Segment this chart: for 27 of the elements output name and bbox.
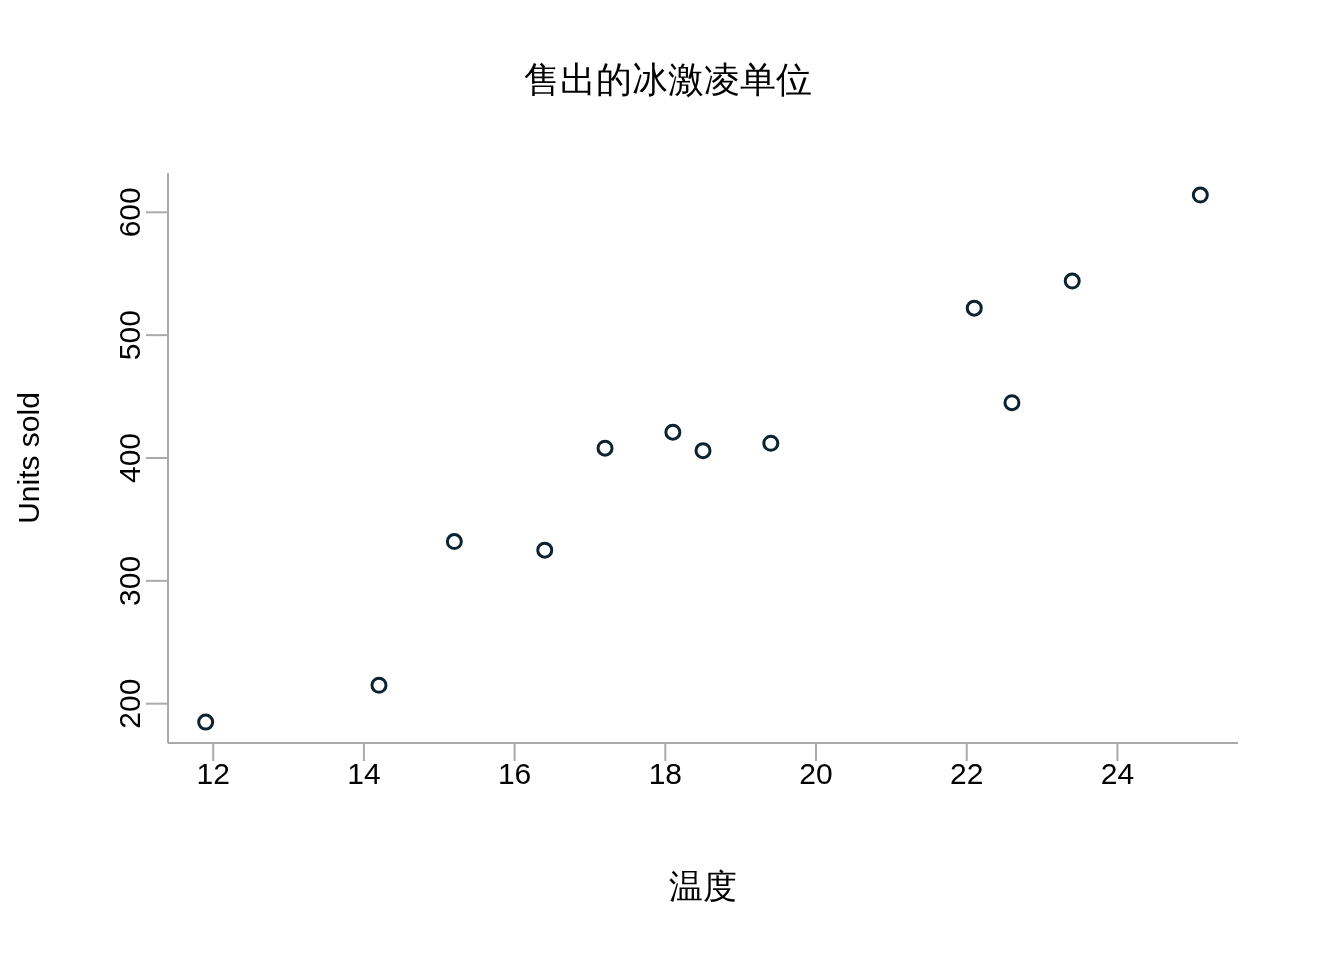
y-tick-label: 500 <box>113 310 146 361</box>
point <box>965 299 983 317</box>
y-axis-title: Units sold <box>11 392 45 524</box>
x-tick-label: 22 <box>950 757 984 791</box>
point <box>762 434 780 452</box>
point <box>536 541 554 559</box>
x-axis-title: 温度 <box>669 868 737 905</box>
x-tick-label: 12 <box>196 757 230 791</box>
x-tick-label: 16 <box>497 757 532 791</box>
y-tick-label: 600 <box>113 187 146 238</box>
x-tick-label: 14 <box>347 757 381 791</box>
x-tick-label: 20 <box>799 757 833 791</box>
point <box>1063 272 1081 290</box>
x-tick-label: 18 <box>648 757 683 791</box>
point <box>694 442 712 460</box>
point <box>197 713 215 731</box>
y-tick-label: 400 <box>113 432 146 484</box>
point <box>445 533 463 551</box>
point <box>1191 186 1209 204</box>
y-tick-label: 300 <box>113 555 146 606</box>
point <box>370 676 388 694</box>
point <box>596 439 614 457</box>
point <box>664 423 682 441</box>
chart-title: 售出的冰激凌单位 <box>523 59 813 102</box>
point <box>1003 394 1021 412</box>
y-tick-label: 200 <box>113 678 146 729</box>
x-tick-label: 24 <box>1100 757 1135 791</box>
